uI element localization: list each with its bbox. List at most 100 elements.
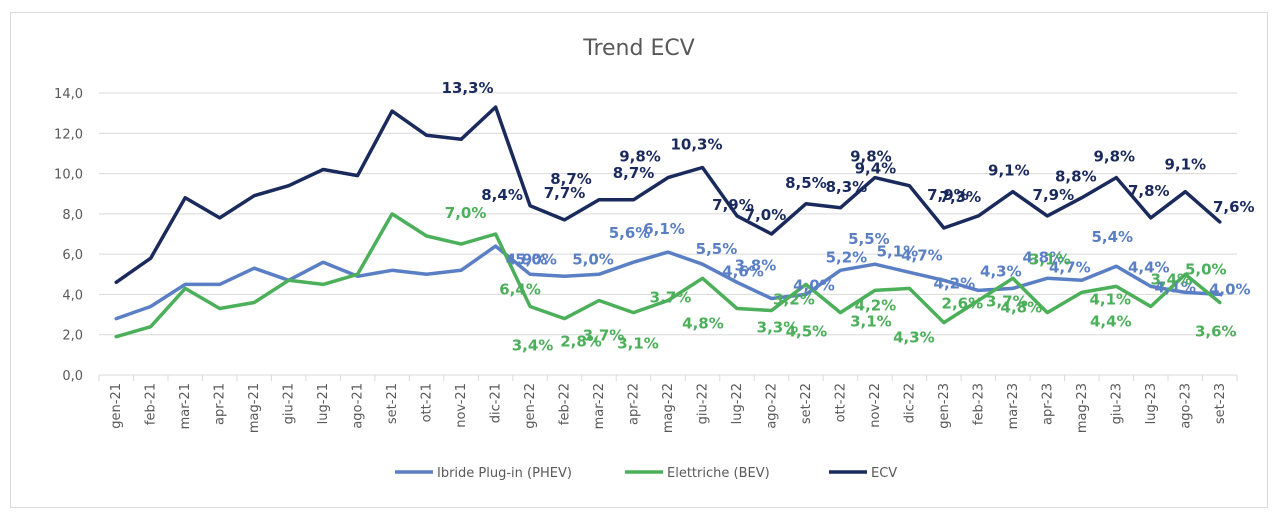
y-tick-label: 14,0 bbox=[54, 87, 83, 102]
data-label: 7,9% bbox=[927, 186, 969, 204]
x-tick-label: apr-23 bbox=[1040, 383, 1055, 425]
x-tick-label: mar-21 bbox=[178, 383, 193, 429]
phev-series-line bbox=[114, 244, 1222, 321]
data-label: 3,3% bbox=[757, 319, 799, 337]
legend-item-phev[interactable]: Ibride Plug-in (PHEV) bbox=[437, 466, 572, 481]
legend-item-bev[interactable]: Elettriche (BEV) bbox=[667, 466, 770, 481]
x-tick-label: ago-22 bbox=[764, 383, 779, 429]
data-label: 6,4% bbox=[499, 281, 541, 299]
x-tick-label: feb-21 bbox=[144, 383, 159, 425]
chart-frame: Trend ECV 0,0 2,0 4,0 6,0 8,0 10,0 12,0 14,0 ge… bbox=[10, 12, 1268, 508]
data-label: 8,4% bbox=[481, 186, 523, 204]
data-label: 4,8% bbox=[1001, 299, 1043, 317]
data-label: 5,2% bbox=[826, 248, 868, 266]
x-tick-label: dic-22 bbox=[902, 383, 917, 423]
data-label: 9,8% bbox=[619, 148, 661, 166]
data-label: 10,3% bbox=[670, 136, 722, 154]
legend-item-ecv[interactable]: ECV bbox=[871, 466, 897, 481]
data-label: 4,0% bbox=[1209, 280, 1251, 298]
data-labels: 13,3%8,4% 7,7%8,7% 8,7%9,8%10,3%7,9%7,0%8,… bbox=[442, 79, 1255, 355]
x-tick-label: nov-21 bbox=[454, 383, 469, 428]
y-tick-label: 4,0 bbox=[62, 288, 83, 303]
x-tick-label: mag-23 bbox=[1075, 383, 1090, 433]
y-tick-label: 12,0 bbox=[54, 127, 83, 142]
x-tick-label: giu-22 bbox=[695, 383, 710, 424]
data-label: 9,1% bbox=[988, 162, 1030, 180]
data-label: 3,7% bbox=[650, 288, 692, 306]
x-tick-label: gen-22 bbox=[523, 383, 538, 429]
data-label: 7,6% bbox=[1213, 198, 1255, 216]
data-label: 8,7% bbox=[550, 170, 592, 188]
data-label: 5,0% bbox=[1185, 260, 1227, 278]
data-label: 6,1% bbox=[643, 220, 685, 238]
x-tick-label: mag-21 bbox=[247, 383, 262, 433]
x-tick-label: mag-22 bbox=[661, 383, 676, 433]
data-label: 3,8% bbox=[735, 256, 777, 274]
data-label: 8,7% bbox=[613, 164, 655, 182]
data-label: 3,1% bbox=[617, 334, 659, 352]
data-label: 4,9% bbox=[506, 250, 548, 268]
data-label: 4,1% bbox=[1089, 290, 1131, 308]
data-label: 4,1% bbox=[1154, 278, 1196, 296]
data-label: 7,9% bbox=[1033, 186, 1075, 204]
data-label: 2,6% bbox=[942, 294, 984, 312]
data-label: 3,1% bbox=[850, 312, 892, 330]
x-tick-label: dic-21 bbox=[489, 383, 504, 423]
x-tick-label: apr-21 bbox=[213, 383, 228, 425]
data-label: 4,3% bbox=[980, 262, 1022, 280]
data-label: 9,8% bbox=[850, 148, 892, 166]
data-label: 4,0% bbox=[793, 276, 835, 294]
data-label: 3,1% bbox=[1029, 250, 1071, 268]
data-label: 3,7% bbox=[583, 327, 625, 345]
legend[interactable]: Ibride Plug-in (PHEV) Elettriche (BEV) ECV bbox=[395, 466, 897, 481]
data-label: 5,6% bbox=[609, 224, 651, 242]
ecv-series-line bbox=[114, 105, 1222, 285]
data-label: 7,7% bbox=[544, 184, 586, 202]
x-tick-label: apr-22 bbox=[627, 383, 642, 425]
data-label: 7,0% bbox=[745, 206, 787, 224]
x-tick-label: ago-23 bbox=[1178, 383, 1193, 429]
x-tick-label: lug-23 bbox=[1144, 383, 1159, 424]
y-tick-label: 2,0 bbox=[62, 329, 83, 344]
data-label: 9,8% bbox=[1093, 148, 1135, 166]
data-label: 4,2% bbox=[855, 296, 897, 314]
data-label: 3,4% bbox=[1150, 270, 1192, 288]
x-tick-label: mar-23 bbox=[1006, 383, 1021, 429]
data-label: 5,0% bbox=[515, 250, 557, 268]
x-tick-label: set-23 bbox=[1213, 383, 1228, 424]
y-tick-label: 10,0 bbox=[54, 168, 83, 183]
x-tick-label: feb-23 bbox=[971, 383, 986, 425]
data-label: 13,3% bbox=[442, 79, 494, 97]
data-label: 2,8% bbox=[560, 332, 602, 350]
x-tick-label: lug-22 bbox=[730, 383, 745, 424]
data-label: 7,8% bbox=[1128, 182, 1170, 200]
data-label: 7,0% bbox=[445, 204, 487, 222]
x-tick-label: gen-23 bbox=[937, 383, 952, 429]
data-label: 8,8% bbox=[1055, 168, 1097, 186]
data-label: 4,7% bbox=[901, 246, 943, 264]
gridlines bbox=[99, 92, 1237, 376]
data-label: 4,2% bbox=[934, 274, 976, 292]
data-label: 9,4% bbox=[855, 160, 897, 178]
x-tick-label: ott-22 bbox=[833, 383, 848, 422]
x-tick-label: set-21 bbox=[385, 383, 400, 424]
data-label: 7,3% bbox=[940, 188, 982, 206]
data-label: 4,6% bbox=[722, 262, 764, 280]
x-tick-label: nov-22 bbox=[868, 383, 883, 428]
x-axis: gen-21 feb-21 mar-21 apr-21 mag-21 giu-21 lug-… bbox=[98, 375, 1238, 433]
data-label: 4,8% bbox=[682, 315, 724, 333]
x-tick-label: set-22 bbox=[799, 383, 814, 424]
data-label: 9,1% bbox=[1164, 156, 1206, 174]
x-tick-label: gen-21 bbox=[109, 383, 124, 429]
data-label: 3,4% bbox=[512, 337, 554, 355]
data-label: 4,3% bbox=[893, 329, 935, 347]
data-label: 7,9% bbox=[712, 196, 754, 214]
x-tick-label: feb-22 bbox=[558, 383, 573, 425]
data-label: 5,1% bbox=[877, 242, 919, 260]
y-axis: 0,0 2,0 4,0 6,0 8,0 10,0 12,0 14,0 bbox=[54, 87, 83, 384]
data-label: 5,5% bbox=[848, 230, 890, 248]
y-tick-label: 6,0 bbox=[62, 248, 83, 263]
y-tick-label: 8,0 bbox=[62, 208, 83, 223]
x-tick-label: giu-21 bbox=[282, 383, 297, 424]
data-label: 4,4% bbox=[1090, 313, 1132, 331]
